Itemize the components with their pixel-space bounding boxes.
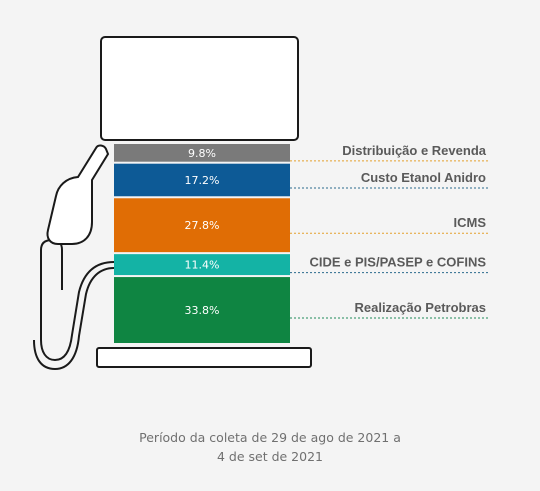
segment-value-label: 17.2%: [185, 174, 220, 187]
segment-value-label: 27.8%: [185, 219, 220, 232]
bar-segment: [114, 277, 290, 343]
category-label: Custo Etanol Anidro: [361, 170, 486, 185]
footer-period-line1: Período da coleta de 29 de ago de 2021 a: [139, 430, 401, 445]
pump-base: [96, 347, 312, 368]
footer-period-line2: 4 de set de 2021: [216, 449, 323, 464]
segment-value-label: 9.8%: [188, 147, 216, 160]
pump-display: [100, 36, 299, 141]
bar-segment: [114, 144, 290, 162]
segment-value-label: 33.8%: [185, 304, 220, 317]
category-label: Realização Petrobras: [354, 300, 486, 315]
category-label: ICMS: [454, 215, 487, 230]
category-label: CIDE e PIS/PASEP e COFINS: [309, 255, 486, 270]
bar-segment: [114, 198, 290, 253]
bar-segment: [114, 163, 290, 197]
category-label: Distribuição e Revenda: [342, 143, 487, 158]
category-labels: Distribuição e Revenda Custo Etanol Anidr…: [290, 143, 488, 319]
pump-hose-inner: [33, 267, 115, 371]
stacked-bar: 9.8% 17.2% 27.8% 11.4% 33.8%: [114, 144, 290, 343]
nozzle-icon: [46, 144, 110, 245]
segment-value-label: 11.4%: [185, 259, 220, 272]
bar-segment: [114, 254, 290, 276]
